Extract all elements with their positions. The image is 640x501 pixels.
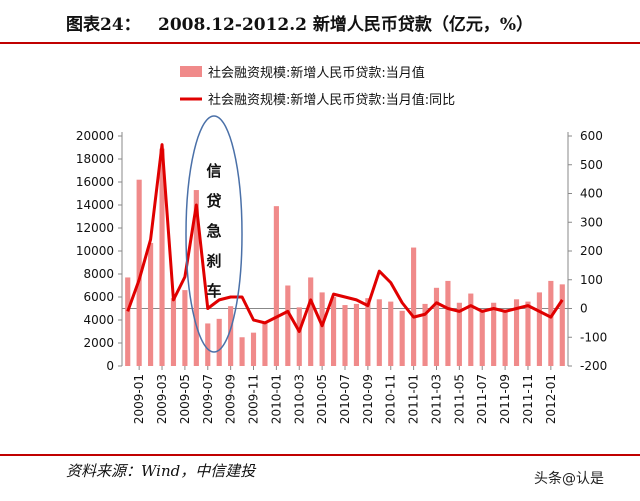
title-rule bbox=[0, 42, 640, 44]
annotation-char: 急 bbox=[206, 222, 221, 240]
bar bbox=[159, 148, 165, 366]
bar bbox=[479, 309, 485, 366]
bar bbox=[136, 179, 142, 366]
bar bbox=[125, 277, 131, 366]
bar bbox=[193, 190, 199, 366]
x-tick-label: 2011-11 bbox=[521, 374, 535, 424]
x-tick-label: 2011-05 bbox=[452, 374, 466, 424]
bar bbox=[239, 337, 245, 366]
bar bbox=[559, 284, 565, 366]
y-right-tick-label: 100 bbox=[580, 273, 603, 287]
y-left-tick-label: 18000 bbox=[76, 152, 114, 166]
footer-rule bbox=[0, 454, 640, 456]
x-tick-label: 2011-01 bbox=[407, 374, 421, 424]
yoy-line bbox=[126, 143, 564, 333]
source-note: 资料来源：Wind，中信建投 bbox=[66, 462, 256, 480]
bar bbox=[170, 298, 177, 366]
bar bbox=[273, 206, 279, 366]
bar bbox=[536, 292, 542, 366]
bar bbox=[148, 242, 154, 366]
x-tick-label: 2010-05 bbox=[315, 374, 329, 424]
bar bbox=[513, 299, 520, 366]
x-tick-label: 2010-03 bbox=[292, 374, 306, 424]
x-tick-label: 2009-03 bbox=[155, 374, 169, 424]
legend-swatch-bar bbox=[180, 66, 202, 77]
bar bbox=[456, 302, 462, 366]
y-left-tick-label: 0 bbox=[106, 359, 114, 373]
annotation-char: 贷 bbox=[206, 192, 221, 210]
x-tick-label: 2011-09 bbox=[498, 374, 512, 424]
annotation-char: 刹 bbox=[206, 252, 221, 270]
bar bbox=[411, 247, 417, 366]
y-left-tick-label: 6000 bbox=[83, 290, 114, 304]
y-right-tick-label: -200 bbox=[580, 359, 607, 373]
y-left-tick-label: 16000 bbox=[76, 175, 114, 189]
y-right-tick-label: 500 bbox=[580, 158, 603, 172]
x-tick-label: 2010-09 bbox=[361, 374, 375, 424]
bar bbox=[250, 332, 257, 366]
x-tick-label: 2010-11 bbox=[384, 374, 398, 424]
y-left-tick-label: 8000 bbox=[83, 267, 114, 281]
bar bbox=[342, 305, 348, 366]
bar bbox=[365, 298, 371, 366]
watermark-text: 头条@认是 bbox=[534, 471, 604, 487]
x-tick-label: 2010-01 bbox=[269, 374, 283, 424]
x-tick-label: 2010-07 bbox=[338, 374, 352, 424]
bar bbox=[525, 301, 531, 366]
bar bbox=[491, 302, 497, 366]
y-right-tick-label: 200 bbox=[580, 244, 603, 258]
bar bbox=[182, 290, 188, 366]
y-left-tick-label: 14000 bbox=[76, 198, 114, 212]
x-tick-label: 2011-03 bbox=[429, 374, 443, 424]
bar bbox=[216, 318, 222, 366]
bar bbox=[330, 297, 337, 366]
y-left-tick-label: 10000 bbox=[76, 244, 114, 258]
annotation-char: 车 bbox=[206, 282, 221, 300]
figure-label: 图表24： bbox=[66, 15, 141, 35]
bar bbox=[388, 301, 394, 366]
x-tick-label: 2011-07 bbox=[475, 374, 489, 424]
bar bbox=[433, 287, 440, 366]
y-right-tick-label: 0 bbox=[580, 302, 588, 316]
x-tick-label: 2009-11 bbox=[247, 374, 261, 424]
y-right-tick-label: 600 bbox=[580, 129, 603, 143]
bar bbox=[422, 303, 428, 366]
chart-title: 2008.12-2012.2 新增人民币贷款（亿元，%） bbox=[158, 15, 534, 35]
bar bbox=[262, 322, 268, 366]
bar bbox=[228, 306, 234, 366]
watermark: 头条@认是 bbox=[530, 468, 608, 488]
bar bbox=[353, 303, 360, 366]
bar bbox=[319, 292, 325, 366]
y-left-tick-label: 2000 bbox=[83, 336, 114, 350]
bar bbox=[548, 280, 554, 366]
bar bbox=[399, 310, 405, 366]
bar bbox=[296, 307, 302, 366]
bar bbox=[502, 311, 508, 366]
bar bbox=[285, 285, 291, 366]
y-right-tick-label: 400 bbox=[580, 187, 603, 201]
y-right-tick-label: -100 bbox=[580, 330, 607, 344]
bar bbox=[468, 293, 474, 366]
x-tick-label: 2009-05 bbox=[178, 374, 192, 424]
bar bbox=[376, 299, 382, 366]
legend-label-line: 社会融资规模:新增人民币贷款:当月值:同比 bbox=[208, 92, 455, 108]
annotation-char: 信 bbox=[206, 162, 221, 180]
x-tick-label: 2012-01 bbox=[544, 374, 558, 424]
y-left-tick-label: 12000 bbox=[76, 221, 114, 235]
legend-label-bar: 社会融资规模:新增人民币贷款:当月值 bbox=[208, 65, 425, 81]
x-tick-label: 2009-09 bbox=[224, 374, 238, 424]
x-tick-label: 2009-07 bbox=[201, 374, 215, 424]
bar bbox=[445, 280, 451, 366]
y-right-tick-label: 300 bbox=[580, 215, 603, 229]
y-left-tick-label: 20000 bbox=[76, 129, 114, 143]
annotation-ellipse bbox=[185, 115, 243, 353]
x-tick-label: 2009-01 bbox=[132, 374, 146, 424]
y-left-tick-label: 4000 bbox=[83, 313, 114, 327]
bar bbox=[205, 323, 211, 366]
bar bbox=[308, 277, 314, 366]
title-bar: 图表24： 2008.12-2012.2 新增人民币贷款（亿元，%） bbox=[0, 0, 640, 44]
